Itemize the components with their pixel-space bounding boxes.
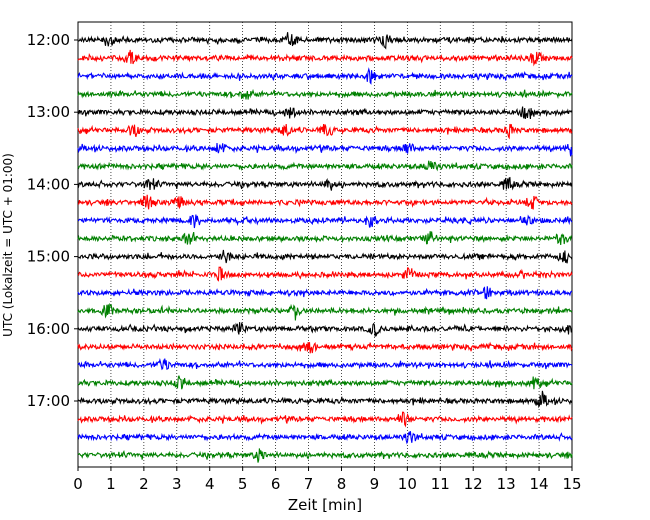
trace-12:45: [77, 88, 573, 100]
x-tick-label: 10: [398, 475, 417, 493]
trace-16:00: [77, 322, 573, 337]
x-tick-label: 4: [205, 475, 215, 493]
trace-13:30: [77, 143, 573, 157]
x-tick-label: 5: [238, 475, 248, 493]
trace-15:00: [77, 249, 573, 264]
x-tick-label: 2: [139, 475, 149, 493]
y-axis-label: UTC (Lokalzeit = UTC + 01:00): [1, 153, 15, 337]
trace-13:15: [77, 123, 573, 140]
trace-16:15: [77, 341, 573, 354]
trace-12:15: [77, 49, 573, 67]
x-tick-label: 0: [73, 475, 83, 493]
x-tick-label: 3: [172, 475, 182, 493]
x-tick-label: 8: [337, 475, 347, 493]
y-tick-label: 17:00: [27, 392, 70, 410]
y-tick-label: 14:00: [27, 175, 70, 193]
trace-15:15: [77, 266, 573, 282]
trace-14:30: [77, 214, 573, 229]
x-tick-label: 11: [431, 475, 450, 493]
trace-14:45: [77, 231, 572, 246]
x-tick-label: 7: [304, 475, 314, 493]
y-tick-label: 13:00: [27, 103, 70, 121]
y-tick-label: 16:00: [27, 320, 70, 338]
x-axis-label: Zeit [min]: [288, 496, 362, 514]
y-tick-label: 15:00: [27, 248, 70, 266]
y-axis-ticks: 12:00 13:00 14:00 15:00 16:00 17:00: [27, 31, 78, 410]
trace-13:45: [77, 160, 573, 172]
x-tick-label: 13: [497, 475, 516, 493]
trace-12:30: [77, 67, 573, 85]
x-tick-label: 1: [106, 475, 116, 493]
trace-17:45: [77, 448, 573, 463]
x-tick-label: 6: [271, 475, 281, 493]
trace-17:00: [77, 390, 573, 409]
trace-14:00: [77, 176, 573, 191]
plot-frame: [77, 21, 573, 468]
trace-15:30: [77, 286, 573, 300]
x-tick-label: 15: [562, 475, 581, 493]
seismic-traces: [77, 32, 573, 463]
trace-15:45: [77, 302, 573, 321]
trace-16:45: [77, 375, 573, 390]
vertical-gridlines: [110, 22, 540, 467]
trace-14:15: [77, 194, 573, 210]
x-axis-ticks: 0 1 2 3 4 5 6 7 8 9 10 11 12 13 14 15: [73, 467, 582, 493]
trace-16:30: [77, 357, 573, 371]
x-tick-label: 14: [530, 475, 549, 493]
y-tick-label: 12:00: [27, 31, 70, 49]
x-tick-label: 12: [464, 475, 483, 493]
trace-17:15: [77, 411, 573, 428]
trace-13:00: [77, 106, 573, 120]
x-tick-label: 9: [370, 475, 380, 493]
trace-17:30: [77, 430, 573, 445]
trace-12:00: [77, 32, 573, 50]
